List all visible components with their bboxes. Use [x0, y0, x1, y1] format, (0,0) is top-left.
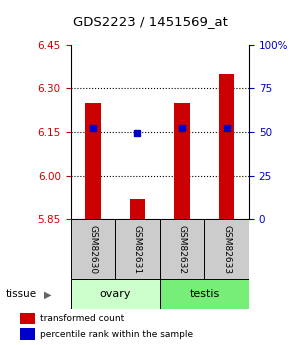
Bar [160, 219, 204, 279]
Bar [130, 199, 145, 219]
Bar [85, 103, 100, 219]
Text: GSM82632: GSM82632 [178, 225, 187, 274]
Text: GSM82631: GSM82631 [133, 225, 142, 274]
Text: ▶: ▶ [44, 290, 51, 300]
Bar [20, 313, 35, 324]
Text: GSM82633: GSM82633 [222, 225, 231, 274]
Bar [20, 328, 35, 340]
Bar [219, 74, 235, 219]
Text: percentile rank within the sample: percentile rank within the sample [40, 329, 193, 338]
Text: tissue: tissue [6, 289, 37, 299]
Text: GSM82630: GSM82630 [88, 225, 97, 274]
Bar [70, 219, 115, 279]
Text: GDS2223 / 1451569_at: GDS2223 / 1451569_at [73, 16, 227, 29]
Text: ovary: ovary [99, 289, 131, 299]
Bar [115, 219, 160, 279]
Bar [204, 219, 249, 279]
Bar [174, 103, 190, 219]
Bar [70, 279, 160, 309]
Text: testis: testis [189, 289, 220, 299]
Bar [160, 279, 249, 309]
Text: transformed count: transformed count [40, 314, 124, 323]
